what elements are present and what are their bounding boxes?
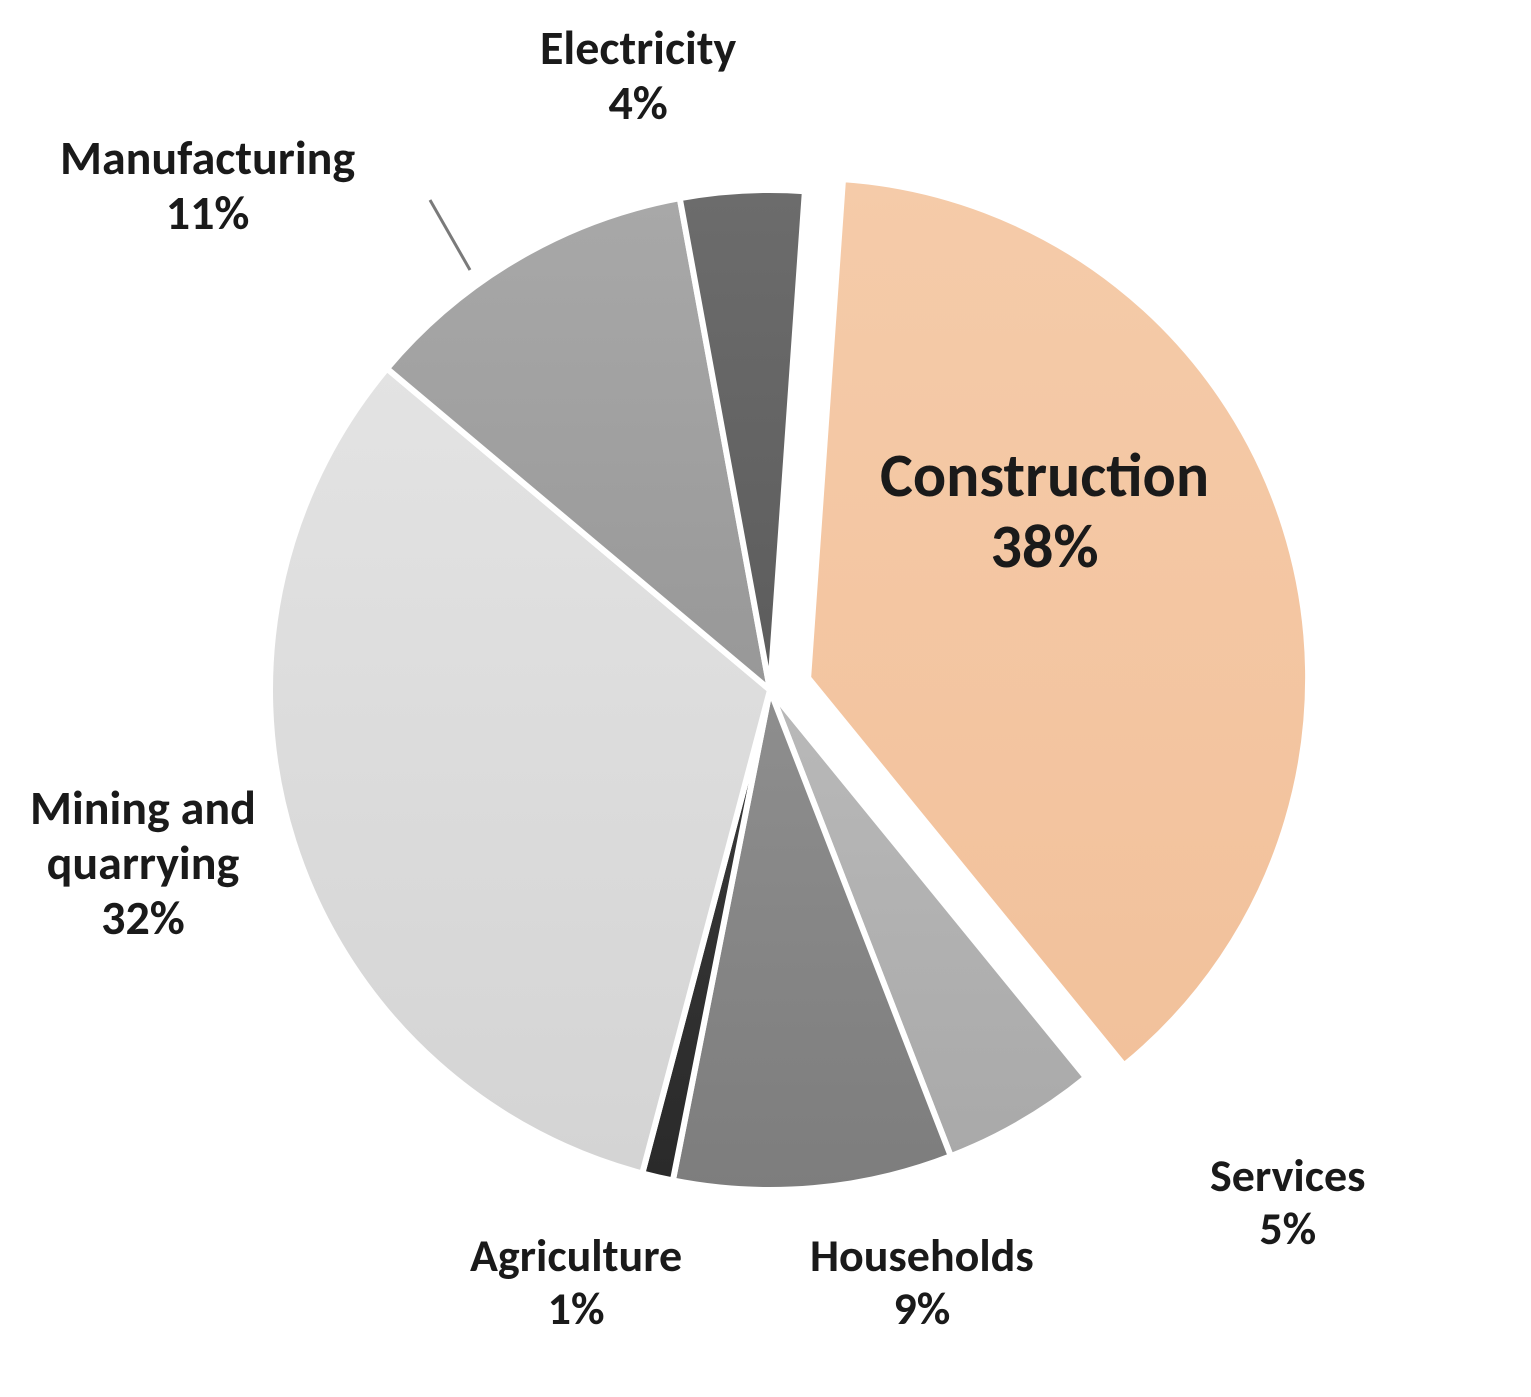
label-electricity: Electricity4% (540, 20, 736, 130)
leader-manufacturing (430, 200, 470, 270)
label-manufacturing-line1: Manufacturing (60, 130, 355, 185)
label-services-line2: 5% (1210, 1203, 1365, 1256)
label-electricity-line1: Electricity (540, 20, 736, 75)
label-households: Households9% (810, 1230, 1034, 1336)
label-construction-line2: 38% (880, 511, 1209, 582)
label-mining: Mining andquarrying32% (30, 780, 256, 946)
pie-chart: Construction38% Services5% Households9% Agr… (0, 0, 1531, 1397)
label-agriculture: Agriculture1% (470, 1230, 682, 1336)
label-services-line1: Services (1210, 1150, 1365, 1203)
label-agriculture-line2: 1% (470, 1283, 682, 1336)
label-mining-line3: 32% (30, 890, 256, 945)
label-services: Services5% (1210, 1150, 1365, 1256)
label-households-line2: 9% (810, 1283, 1034, 1336)
label-electricity-line2: 4% (540, 75, 736, 130)
label-construction-line1: Construction (880, 440, 1209, 511)
label-construction: Construction38% (880, 440, 1209, 583)
label-agriculture-line1: Agriculture (470, 1230, 682, 1283)
label-manufacturing-line2: 11% (60, 185, 355, 240)
label-mining-line2: quarrying (30, 835, 256, 890)
label-households-line1: Households (810, 1230, 1034, 1283)
label-mining-line1: Mining and (30, 780, 256, 835)
label-manufacturing: Manufacturing11% (60, 130, 355, 240)
